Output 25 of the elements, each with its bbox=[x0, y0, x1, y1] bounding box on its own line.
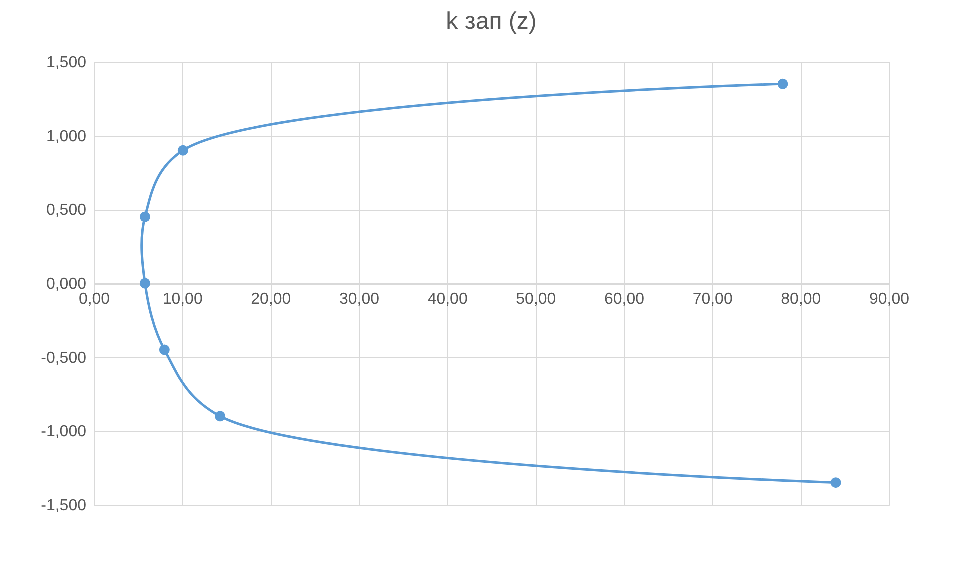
y-tick-label: -1,500 bbox=[41, 498, 87, 514]
x-tick-label: 70,00 bbox=[692, 291, 733, 308]
point bbox=[215, 411, 226, 422]
x-tick-label: 90,00 bbox=[869, 291, 910, 308]
point bbox=[140, 278, 150, 289]
x-tick-label: 40,00 bbox=[428, 291, 468, 308]
point bbox=[830, 478, 842, 488]
y-tick-label: 1,000 bbox=[46, 128, 87, 146]
y-tick-label: 0,500 bbox=[46, 202, 87, 220]
chart-title: k зап (z) bbox=[446, 8, 537, 35]
x-tick-label: 30,00 bbox=[339, 291, 380, 308]
x-tick-label: 80,00 bbox=[781, 291, 822, 308]
x-tick-label: 50,00 bbox=[516, 291, 556, 308]
x-tick-label: 0,00 bbox=[78, 291, 110, 308]
y-tick-label: 0,000 bbox=[46, 276, 87, 293]
point bbox=[140, 212, 150, 222]
x-tick-label: 20,00 bbox=[251, 291, 292, 308]
point bbox=[159, 344, 170, 356]
point bbox=[778, 78, 788, 90]
point bbox=[178, 145, 188, 156]
y-tick-label: -0,500 bbox=[41, 350, 87, 367]
x-tick-label: 60,00 bbox=[604, 291, 645, 308]
y-tick-label: 1,500 bbox=[46, 54, 87, 72]
x-tick-label: 10,00 bbox=[162, 291, 203, 308]
y-tick-label: -1,000 bbox=[41, 424, 87, 441]
